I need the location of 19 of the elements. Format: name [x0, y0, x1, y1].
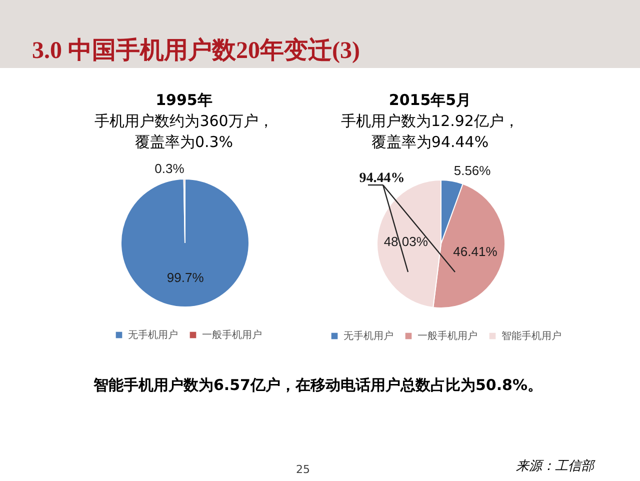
legend-label: 无手机用户 [128, 329, 178, 341]
legend-label: 一般手机用户 [418, 330, 478, 342]
data-label: 0.3% [154, 161, 185, 176]
text: 智能手机用户数为6.57亿户，在移动电话用户总数占比为50.8%。 [92, 376, 543, 394]
chart-subtitle: 手机用户数约为360万户，覆盖率为0.3% [94, 112, 274, 151]
source-note: 来源：工信部 [516, 459, 596, 474]
legend-label: 一般手机用户 [202, 329, 262, 341]
text: 25 [296, 463, 310, 476]
pie-slice [120, 178, 250, 308]
data-label: 46.41% [453, 244, 498, 260]
legend-label: 智能手机用户 [502, 330, 562, 342]
text: 94.44% [359, 171, 405, 186]
text: 3.0 中国手机用户数20年变迁(3) [32, 37, 360, 64]
chart-title: 2015年5月 [388, 91, 472, 109]
legend-label: 无手机用户 [344, 330, 394, 342]
data-label: 99.7% [166, 270, 204, 286]
chart-title: 1995年 [156, 91, 212, 109]
chart-subtitle: 手机用户数为12.92亿户，覆盖率为94.44% [341, 112, 519, 151]
data-label: 5.56% [454, 163, 492, 178]
